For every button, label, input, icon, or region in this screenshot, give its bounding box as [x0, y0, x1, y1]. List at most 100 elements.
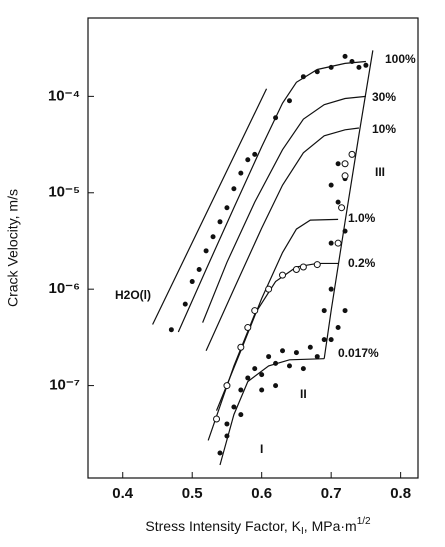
- data-point: [252, 366, 258, 372]
- data-point: [313, 261, 321, 269]
- data-point: [231, 404, 237, 410]
- data-point: [182, 301, 188, 307]
- data-point: [203, 248, 209, 254]
- curve-label: 30%: [372, 90, 396, 104]
- data-point: [328, 182, 334, 188]
- data-point: [341, 172, 349, 180]
- data-point: [300, 366, 306, 372]
- data-point: [217, 219, 223, 225]
- data-point: [328, 240, 334, 246]
- data-point: [252, 151, 258, 157]
- data-point: [348, 150, 356, 158]
- data-point: [224, 433, 230, 439]
- data-point: [335, 161, 341, 167]
- data-point: [328, 286, 334, 292]
- data-point: [321, 337, 327, 343]
- data-point: [342, 308, 348, 314]
- x-tick-label: 0.8: [390, 485, 411, 502]
- x-label-sub: I: [301, 526, 304, 537]
- data-point: [213, 415, 221, 423]
- data-point: [245, 157, 251, 163]
- data-point: [259, 372, 265, 378]
- data-point: [168, 327, 174, 333]
- data-point: [273, 115, 279, 121]
- data-point: [349, 58, 355, 64]
- y-axis-label: Crack Velocity, m/s: [5, 189, 21, 307]
- data-point: [237, 343, 245, 351]
- data-point: [279, 271, 287, 279]
- y-tick-label: 10⁻⁴: [48, 87, 80, 104]
- data-point: [189, 279, 195, 285]
- x-tick-label: 0.6: [251, 485, 272, 502]
- x-tick-label: 0.4: [112, 485, 134, 502]
- data-point: [292, 266, 300, 274]
- data-point: [299, 263, 307, 271]
- curve-label: 0.2%: [348, 256, 376, 270]
- x-axis-label: Stress Intensity Factor, KI, MPa·m1/2: [145, 516, 371, 537]
- data-point: [321, 308, 327, 314]
- data-point: [300, 74, 306, 80]
- curve-label: 0.017%: [338, 346, 379, 360]
- data-point: [224, 205, 230, 211]
- x-tick-label: 0.5: [182, 485, 203, 502]
- data-point: [363, 62, 369, 68]
- data-point: [328, 64, 334, 70]
- x-label-sup: 1/2: [357, 516, 371, 527]
- data-point: [293, 350, 299, 356]
- y-tick-label: 10⁻⁶: [48, 280, 80, 297]
- data-point: [341, 160, 349, 168]
- data-point: [231, 186, 237, 192]
- data-point: [238, 412, 244, 418]
- data-point: [224, 421, 230, 427]
- data-point: [280, 348, 286, 354]
- curve-label: 1.0%: [348, 211, 376, 225]
- data-point: [223, 382, 231, 390]
- curve-label: H2O(l): [115, 288, 151, 302]
- curve: [152, 88, 268, 325]
- data-point: [286, 363, 292, 369]
- curve: [202, 95, 366, 323]
- x-label-part: , MPa·m: [304, 518, 357, 534]
- data-point: [244, 324, 252, 332]
- curve: [177, 60, 366, 333]
- curve-label: 10%: [372, 122, 396, 136]
- data-point: [334, 239, 342, 247]
- data-point: [245, 375, 251, 381]
- data-point: [217, 450, 223, 456]
- data-point: [251, 307, 259, 315]
- x-tick-label: 0.7: [321, 485, 342, 502]
- curve: [323, 50, 374, 359]
- data-point: [238, 387, 244, 393]
- y-tick-label: 10⁻⁵: [48, 184, 80, 201]
- data-point: [338, 204, 346, 212]
- data-point: [266, 354, 272, 360]
- plot-frame: [87, 17, 419, 479]
- y-tick-label: 10⁻⁷: [49, 377, 80, 394]
- data-point: [328, 337, 334, 343]
- data-point: [356, 64, 362, 70]
- region-label: II: [300, 387, 307, 401]
- data-point: [307, 344, 313, 350]
- data-point: [273, 360, 279, 366]
- data-point: [259, 387, 265, 393]
- curve: [219, 358, 325, 466]
- data-point: [196, 267, 202, 273]
- data-point: [238, 170, 244, 176]
- data-point: [314, 354, 320, 360]
- curve: [205, 127, 360, 351]
- curve: [207, 262, 339, 441]
- data-point: [335, 325, 341, 331]
- region-label: I: [260, 442, 263, 456]
- data-point: [335, 199, 341, 205]
- region-label: III: [375, 165, 385, 179]
- curve: [215, 218, 339, 411]
- x-label-part: Stress Intensity Factor, K: [145, 518, 301, 534]
- data-point: [314, 69, 320, 75]
- data-point: [342, 228, 348, 234]
- data-point: [342, 53, 348, 59]
- data-point: [273, 383, 279, 389]
- data-point: [210, 234, 216, 240]
- curve-label: 100%: [385, 52, 416, 66]
- data-point: [265, 285, 273, 293]
